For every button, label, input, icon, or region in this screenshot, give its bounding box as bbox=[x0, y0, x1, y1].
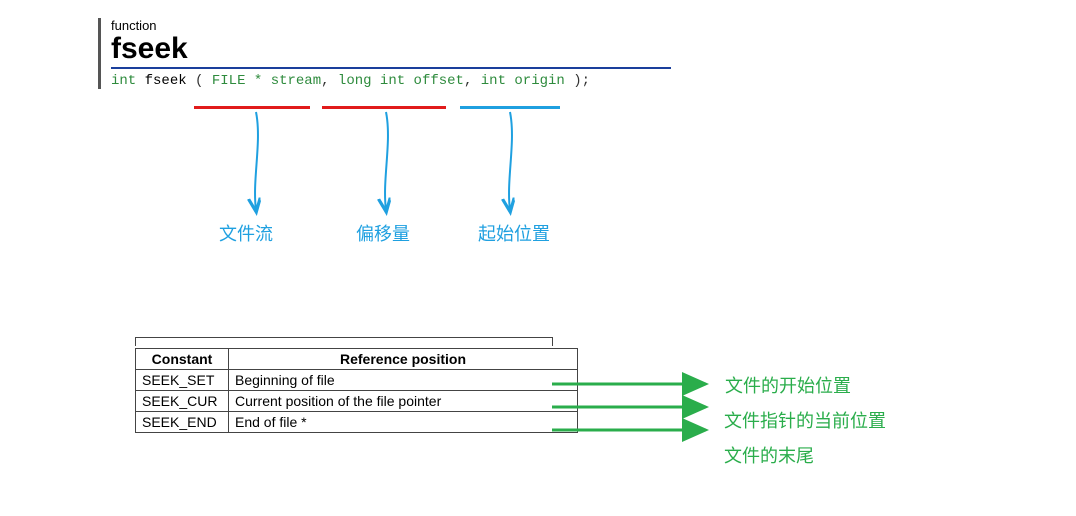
row-translation-1: 文件指针的当前位置 bbox=[724, 407, 886, 433]
table-row-arrows bbox=[0, 0, 1076, 516]
row-translation-0: 文件的开始位置 bbox=[725, 372, 851, 398]
row-translation-2: 文件的末尾 bbox=[724, 442, 814, 468]
